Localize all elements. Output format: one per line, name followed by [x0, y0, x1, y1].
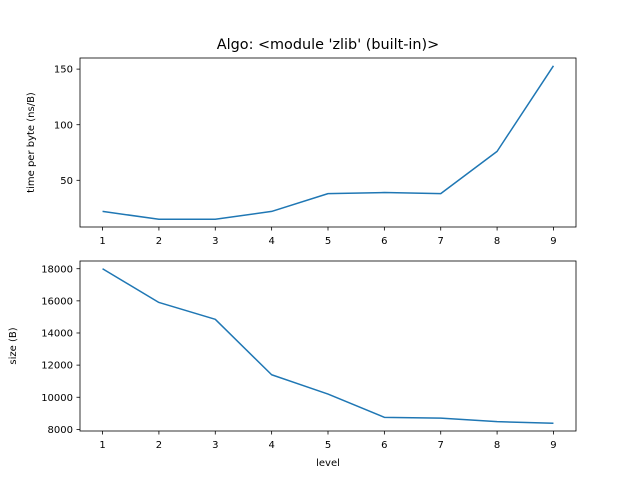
y-axis-label: time per byte (ns/B) [26, 92, 37, 193]
x-tick-label: 3 [212, 440, 218, 451]
x-tick-label: 4 [268, 440, 274, 451]
y-tick-label: 18000 [41, 264, 73, 275]
x-tick-label: 7 [438, 440, 444, 451]
x-tick-label: 6 [381, 440, 387, 451]
x-tick-label: 1 [99, 440, 105, 451]
y-tick-label: 150 [54, 65, 73, 76]
x-tick-label: 9 [550, 440, 556, 451]
series-line [102, 268, 554, 425]
x-tick-label: 3 [212, 236, 218, 247]
x-tick-label: 8 [494, 440, 500, 451]
x-tick-label: 7 [438, 236, 444, 247]
figure-title: Algo: <module 'zlib' (built-in)> [217, 37, 439, 53]
bottom-axes: 1 2 3 4 5 6 7 8 9 8000 10000 12000 14000 16000 18000 si… [8, 260, 577, 469]
top-axes: 1 2 3 4 5 6 7 8 9 50 100 150 time per byte (ns/B) [26, 57, 577, 247]
y-tick-label: 8000 [48, 425, 73, 436]
y-axis-label: size (B) [8, 327, 19, 364]
x-tick-label: 1 [99, 236, 105, 247]
x-tick-label: 5 [325, 440, 331, 451]
x-tick-label: 9 [550, 236, 556, 247]
y-tick-label: 12000 [41, 361, 73, 372]
series-line [102, 65, 555, 220]
x-tick-label: 5 [325, 236, 331, 247]
y-tick-label: 100 [54, 120, 73, 131]
y-tick-label: 16000 [41, 296, 73, 307]
y-tick-label: 50 [60, 176, 73, 187]
x-tick-label: 4 [268, 236, 274, 247]
x-tick-label: 2 [156, 236, 162, 247]
x-axis-label: level [316, 458, 340, 469]
y-tick-label: 10000 [41, 393, 73, 404]
x-tick-label: 6 [381, 236, 387, 247]
x-tick-label: 8 [494, 236, 500, 247]
x-tick-label: 2 [156, 440, 162, 451]
y-tick-label: 14000 [41, 329, 73, 340]
